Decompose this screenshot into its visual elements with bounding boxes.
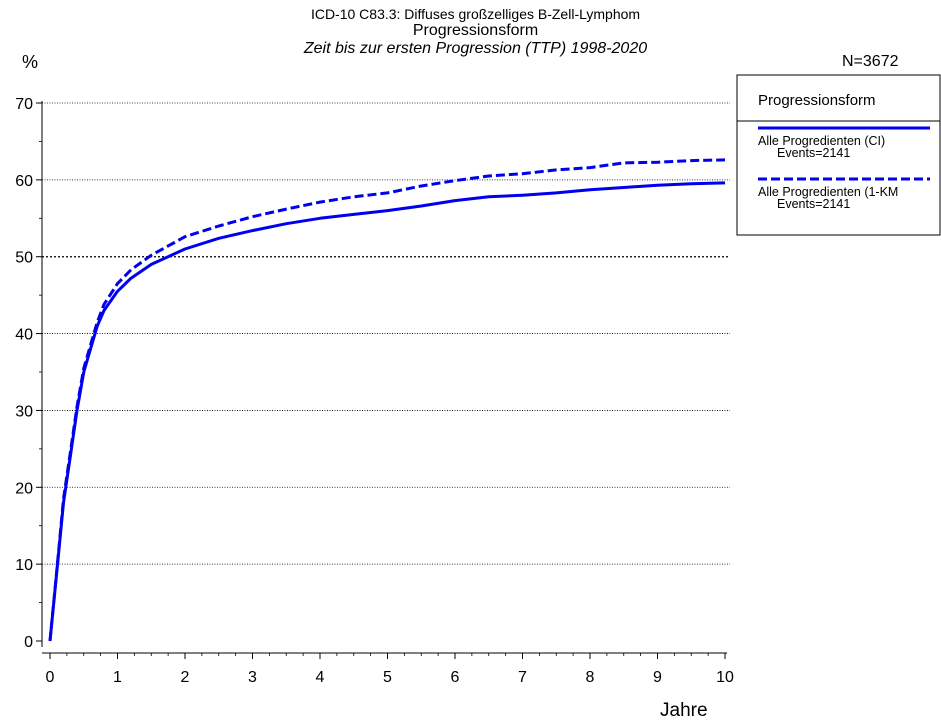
y-axis-ticks: 0 10 20 30 40 50 60 70: [15, 96, 42, 651]
axes: [41, 101, 727, 654]
y-tick-label: 50: [15, 250, 33, 267]
y-axis-label: %: [22, 52, 39, 72]
x-tick-label: 10: [716, 669, 734, 686]
y-tick-label: 60: [15, 173, 33, 190]
chart-title-line1: ICD-10 C83.3: Diffuses großzelliges B-Ze…: [310, 6, 641, 22]
y-tick-label: 10: [15, 557, 33, 574]
legend-label-1: Alle Progredienten (CI): [758, 134, 885, 148]
x-tick-label: 3: [248, 669, 257, 686]
legend-sublabel-1: Events=2141: [777, 146, 850, 160]
x-tick-label: 5: [383, 669, 392, 686]
series-line-1: [48, 181, 726, 642]
series-line-2: [48, 158, 726, 642]
legend-label-2: Alle Progredienten (1-KM: [758, 185, 898, 199]
grid-lines: [42, 102, 730, 565]
chart-subtitle: Zeit bis zur ersten Progression (TTP) 19…: [303, 40, 648, 57]
legend-box: [736, 74, 941, 236]
y-tick-label: 30: [15, 403, 33, 420]
x-tick-label: 8: [586, 669, 595, 686]
legend-sublabel-2: Events=2141: [777, 197, 850, 211]
x-axis-label: Jahre: [660, 700, 708, 721]
y-tick-label: 0: [24, 634, 33, 651]
x-tick-label: 4: [316, 669, 325, 686]
y-tick-label: 40: [15, 327, 33, 344]
x-tick-label: 1: [113, 669, 122, 686]
x-axis-ticks: 0 1 2 3 4 5 6 7 8 9 10: [46, 653, 734, 686]
y-tick-label: 20: [15, 480, 33, 497]
legend-title: Progressionsform: [758, 92, 876, 109]
chart-title-line2: Progressionsform: [412, 22, 539, 39]
x-tick-label: 7: [518, 669, 527, 686]
x-tick-label: 2: [181, 669, 190, 686]
x-tick-label: 6: [451, 669, 460, 686]
y-tick-label: 70: [15, 96, 33, 113]
x-tick-label: 9: [653, 669, 662, 686]
sample-size-label: N=3672: [842, 53, 899, 70]
data-series: [48, 158, 726, 642]
x-tick-label: 0: [46, 669, 55, 686]
